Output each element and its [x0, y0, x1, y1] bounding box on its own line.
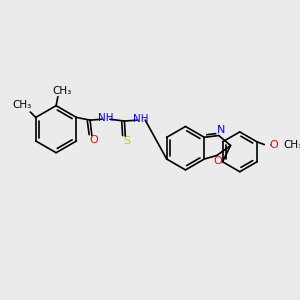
Text: NH: NH: [98, 113, 113, 123]
Text: CH₃: CH₃: [13, 100, 32, 110]
Text: S: S: [124, 136, 131, 146]
Text: NH: NH: [133, 114, 148, 124]
Text: N: N: [216, 125, 225, 135]
Text: CH₃: CH₃: [283, 140, 300, 150]
Text: O: O: [270, 140, 279, 150]
Text: O: O: [214, 156, 222, 166]
Text: CH₃: CH₃: [52, 86, 71, 96]
Text: O: O: [89, 135, 98, 145]
